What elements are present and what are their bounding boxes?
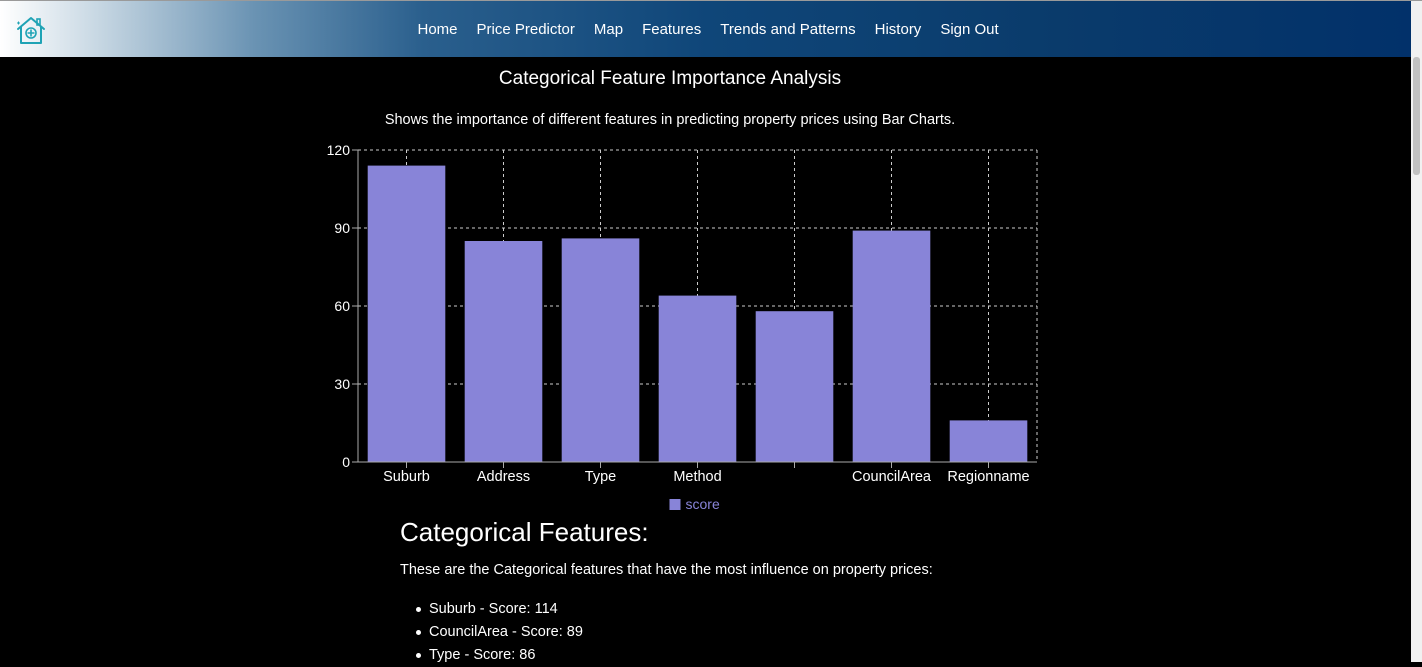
main-content: Categorical Feature Importance Analysis … bbox=[0, 57, 1411, 663]
house-logo-icon[interactable] bbox=[15, 14, 47, 46]
nav-history[interactable]: History bbox=[874, 20, 922, 38]
scrollbar-thumb[interactable] bbox=[1413, 57, 1420, 175]
bar bbox=[949, 420, 1028, 462]
bar bbox=[561, 238, 640, 462]
bullet-icon bbox=[416, 653, 421, 658]
bar bbox=[755, 311, 834, 462]
bar bbox=[367, 165, 446, 462]
list-item-text: Type - Score: 86 bbox=[429, 647, 536, 663]
nav-price-predictor[interactable]: Price Predictor bbox=[476, 20, 575, 38]
bar bbox=[658, 295, 737, 462]
window-top-border bbox=[0, 0, 1422, 1]
nav-home[interactable]: Home bbox=[417, 20, 458, 38]
list-item: Suburb - Score: 114 bbox=[400, 598, 1300, 621]
y-tick-label: 120 bbox=[327, 143, 351, 158]
nav-links: Home Price Predictor Map Features Trends… bbox=[408, 1, 1008, 57]
legend-label: score bbox=[686, 496, 720, 512]
list-item-text: Suburb - Score: 114 bbox=[429, 601, 558, 617]
y-tick-label: 90 bbox=[334, 220, 350, 236]
list-item: Type - Score: 86 bbox=[400, 644, 1300, 667]
bar bbox=[852, 230, 931, 462]
x-tick-label: CouncilArea bbox=[852, 469, 932, 485]
x-tick-label: Method bbox=[673, 469, 721, 485]
y-tick-label: 60 bbox=[334, 298, 350, 314]
navbar: Home Price Predictor Map Features Trends… bbox=[0, 1, 1411, 57]
list-item: CouncilArea - Score: 89 bbox=[400, 621, 1300, 644]
nav-sign-out[interactable]: Sign Out bbox=[940, 20, 999, 38]
bullet-icon bbox=[416, 630, 421, 635]
y-tick-label: 30 bbox=[334, 376, 350, 392]
x-tick-label: Type bbox=[585, 469, 616, 485]
x-tick-label: Regionname bbox=[947, 469, 1029, 485]
x-tick-label: Address bbox=[477, 469, 530, 485]
list-item-text: CouncilArea - Score: 89 bbox=[429, 624, 583, 640]
y-tick-label: 0 bbox=[342, 454, 350, 470]
page-scrollbar[interactable] bbox=[1411, 1, 1422, 662]
x-tick-label: Suburb bbox=[383, 469, 430, 485]
categorical-features-section: Categorical Features: These are the Cate… bbox=[400, 517, 1300, 667]
page-subtitle: Shows the importance of different featur… bbox=[384, 112, 956, 128]
nav-trends-and-patterns[interactable]: Trends and Patterns bbox=[720, 20, 856, 38]
page-title: Categorical Feature Importance Analysis bbox=[498, 68, 842, 89]
nav-map[interactable]: Map bbox=[593, 20, 624, 38]
section-heading: Categorical Features: bbox=[400, 517, 649, 547]
feature-importance-bar-chart: 0 30 60 90 120 Suburb Address Type Method Council… bbox=[327, 143, 1038, 512]
nav-features[interactable]: Features bbox=[642, 20, 702, 38]
bullet-icon bbox=[416, 607, 421, 612]
feature-list: Suburb - Score: 114 CouncilArea - Score:… bbox=[400, 598, 1300, 667]
bar bbox=[464, 241, 543, 462]
section-description: These are the Categorical features that … bbox=[400, 562, 933, 578]
legend-swatch bbox=[669, 499, 681, 510]
